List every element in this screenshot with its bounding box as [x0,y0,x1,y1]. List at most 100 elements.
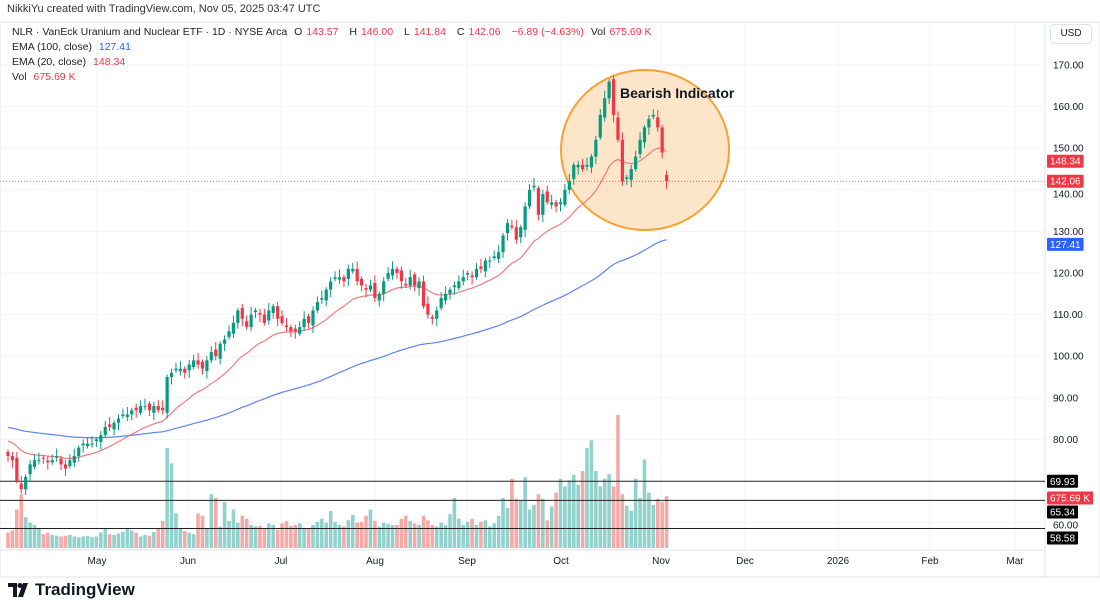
candle-body [634,156,638,169]
volume-bar [306,527,311,548]
candle-body [390,268,395,276]
volume-bar [85,535,90,548]
volume-bar [532,504,536,548]
candle-body [218,343,222,359]
candle-body [404,283,408,286]
candle-body [240,307,244,319]
candle-body [536,188,540,215]
price-label-badge-group: 58.58 [1047,531,1079,545]
volume-bar [364,515,368,548]
candle-body [161,407,165,411]
candle-body [435,310,439,319]
ema20-legend-row[interactable]: EMA (20, close) 148.34 [12,55,660,70]
candle-body [351,268,355,272]
volume-bar [324,522,329,548]
candle-body [408,277,412,286]
symbol-legend-row[interactable]: NLR · VanEck Uranium and Nuclear ETF · 1… [12,25,660,40]
candle-body [629,169,633,180]
candle-body [72,456,76,463]
volume-indicator-value: 675.69 K [33,71,76,83]
volume-bar [492,523,496,548]
candle-body [196,360,200,365]
price-tick-label: 110.00 [1053,310,1083,321]
volume-bar [633,478,638,548]
price-tick-label: 130.00 [1053,227,1084,238]
price-tick-label: 140.00 [1053,190,1084,201]
volume-bar [655,498,660,548]
price-label-badge-group: 142.06 [1047,174,1084,188]
open-value: 143.57 [306,26,339,38]
volume-bar [311,524,315,548]
volume-legend-row[interactable]: Vol 675.69 K [12,70,660,85]
volume-bar [99,532,103,548]
volume-bar [10,530,15,548]
volume-bar [487,526,492,548]
volume-bar [244,518,249,548]
price-tick-label: 60.00 [1053,521,1078,532]
candle-body [267,310,271,321]
volume-bar [541,498,545,548]
volume-bar [187,532,192,548]
volume-bar [567,480,572,548]
tradingview-logo[interactable]: TradingView [8,580,135,600]
candle-body [209,352,213,361]
volume-bar [191,534,196,548]
time-axis-label: Mar [1006,556,1024,567]
volume-bar [258,525,262,548]
ema100-legend-row[interactable]: EMA (100, close) 127.41 [12,40,660,55]
volume-bar [143,534,147,548]
volume-bar [571,474,576,548]
volume-bar [41,534,46,548]
candle-body [280,316,284,323]
candle-body [236,310,240,323]
volume-bar [76,537,81,548]
volume-bar [6,532,10,548]
price-label-text: 69.93 [1050,477,1075,488]
price-tick-label: 160.00 [1053,102,1084,113]
volume-bar [607,474,611,548]
volume-bar [355,522,359,548]
volume-bar [373,521,377,548]
volume-bar [23,517,28,548]
volume-bar [280,523,284,548]
candle-body [651,114,655,117]
candle-body [426,303,430,315]
volume-bar [129,530,134,548]
volume-bar [174,513,178,548]
candle-body [501,235,505,253]
candle-body [457,281,461,288]
volume-bar [479,521,483,548]
time-axis-label: Jul [275,556,288,567]
candle-body [581,164,585,169]
volume-bar [165,447,169,548]
volume-bar [134,532,138,548]
volume-bar [625,505,629,548]
candle-body [448,289,452,294]
candle-body [474,268,479,278]
currency-button[interactable]: USD [1050,24,1092,44]
volume-bar [563,486,567,548]
volume-bar [470,518,474,548]
candle-body [532,185,536,188]
volume-bar [147,535,152,548]
price-label-badge [1047,174,1084,188]
volume-bar [107,534,112,548]
candle-body [443,293,448,301]
candle-body [377,293,381,301]
price-label-text: 65.34 [1050,508,1075,519]
volume-bar [359,521,364,548]
volume-bar [377,526,382,548]
candle-body [253,310,258,313]
volume-bar [45,532,50,548]
volume-bar [399,518,404,548]
volume-bar [337,524,342,548]
price-label-badge [1047,474,1079,488]
candle-body [183,368,187,373]
candle-body [421,281,426,307]
bearish-circle-annotation [560,69,730,231]
volume-bar [386,524,390,548]
volume-bar [302,527,306,548]
candle-body [589,156,594,168]
volume-bar [271,524,275,548]
